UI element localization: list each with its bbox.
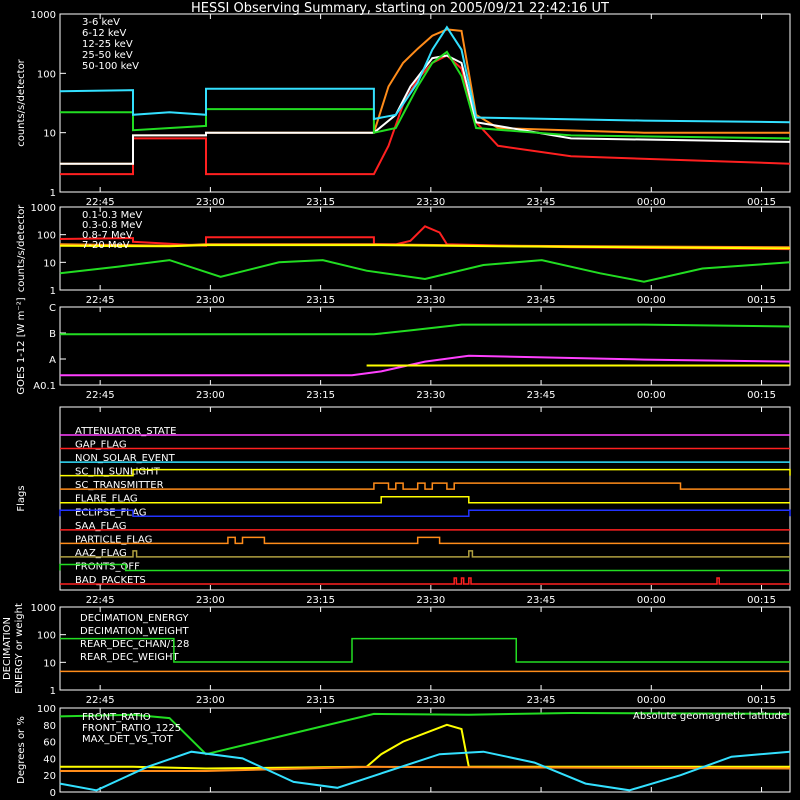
- legend-entry: DECIMATION_WEIGHT: [80, 626, 189, 637]
- series-line-7-20-MeV: [60, 260, 790, 282]
- x-tick-label: 22:45: [86, 390, 115, 401]
- x-tick-label: 00:00: [637, 197, 666, 208]
- y-axis-label: GOES 1-12 [W m⁻²]: [16, 297, 27, 394]
- y-axis-label: counts/s/detector: [16, 58, 27, 146]
- legend-entry: MAX_DET_VS_TOT: [82, 734, 174, 745]
- flag-trace: [60, 497, 790, 503]
- panel-frame: [60, 307, 790, 385]
- x-tick-label: 23:45: [527, 595, 556, 606]
- x-tick-label: 23:00: [196, 197, 225, 208]
- x-tick-label: 23:15: [306, 390, 335, 401]
- x-tick-label: 00:00: [637, 295, 666, 306]
- x-tick-label: 23:00: [196, 390, 225, 401]
- y-tick-label: 0: [50, 788, 56, 799]
- y-tick-label: 60: [43, 738, 56, 749]
- flag-trace: [60, 483, 790, 489]
- x-tick-label: 22:45: [86, 197, 115, 208]
- x-tick-label: 23:00: [196, 595, 225, 606]
- flag-trace: [60, 578, 790, 584]
- y-tick-label: 1: [50, 188, 56, 199]
- y-tick-label: 1000: [31, 203, 56, 214]
- y-tick-label: 100: [37, 631, 56, 642]
- x-tick-label: 23:30: [416, 695, 445, 706]
- panel-2: 22:45 23:00 23:15 23:30 23:45 00:00 00:15: [60, 207, 790, 306]
- legend-entry: 12-25 keV: [82, 39, 133, 50]
- legend-entry: 6-12 keV: [82, 28, 126, 39]
- y-tick-label: 40: [43, 754, 56, 765]
- x-tick-label: 22:45: [86, 295, 115, 306]
- y-tick-label: 1000: [31, 10, 56, 21]
- x-tick-label: 23:30: [416, 295, 445, 306]
- y-tick-label: C: [49, 303, 56, 314]
- flag-trace: [60, 537, 790, 543]
- legend-entry: 7-20 MeV: [82, 240, 130, 251]
- y-tick-label: 100: [37, 69, 56, 80]
- x-tick-label: 23:15: [306, 295, 335, 306]
- y-tick-label: 1: [50, 686, 56, 697]
- x-tick-label: 22:45: [86, 595, 115, 606]
- y-tick-label: 10: [43, 658, 56, 669]
- y-axis-label: Degrees or %: [16, 716, 27, 784]
- x-tick-label: 23:00: [196, 695, 225, 706]
- series-line-GOES-long: [60, 325, 790, 335]
- x-tick-label: 23:15: [306, 595, 335, 606]
- y-tick-label: B: [49, 329, 56, 340]
- x-tick-label: 00:00: [637, 695, 666, 706]
- x-tick-label: 23:45: [527, 295, 556, 306]
- x-tick-label: 00:15: [747, 695, 776, 706]
- y-tick-label: A: [49, 355, 56, 366]
- x-tick-label: 00:00: [637, 595, 666, 606]
- x-tick-label: 23:15: [306, 197, 335, 208]
- flag-trace: [60, 551, 790, 557]
- x-tick-label: 00:15: [747, 295, 776, 306]
- legend-entry: DECIMATION_ENERGY: [80, 613, 189, 624]
- y-axis-label: ENERGY or weight: [14, 603, 25, 694]
- x-tick-label: 00:15: [747, 390, 776, 401]
- series-line-6-12-keV: [60, 29, 790, 163]
- y-tick-label: 10: [43, 129, 56, 140]
- flag-trace: [60, 510, 790, 516]
- x-tick-label: 23:30: [416, 390, 445, 401]
- legend-entry: 25-50 keV: [82, 50, 133, 61]
- y-tick-label: 100: [37, 231, 56, 242]
- y-axis-label: counts/s/detector: [16, 204, 27, 292]
- y-tick-label: 1000: [31, 603, 56, 614]
- legend-entry: 3-6 keV: [82, 17, 120, 28]
- x-tick-label: 23:45: [527, 695, 556, 706]
- x-tick-label: 00:00: [637, 390, 666, 401]
- y-tick-label: 10: [43, 258, 56, 269]
- x-tick-label: 23:15: [306, 695, 335, 706]
- x-tick-label: 23:45: [527, 390, 556, 401]
- x-tick-label: 22:45: [86, 695, 115, 706]
- flag-trace: [60, 470, 790, 476]
- panel-frame: [60, 14, 790, 192]
- y-axis-label: Flags: [16, 485, 27, 511]
- x-tick-label: 23:30: [416, 595, 445, 606]
- y-tick-label: 20: [43, 771, 56, 782]
- x-tick-label: 23:45: [527, 197, 556, 208]
- y-tick-label: 100: [37, 704, 56, 715]
- x-tick-label: 00:15: [747, 595, 776, 606]
- legend-entry: FRONT_RATIO: [82, 712, 151, 723]
- legend-entry: 50-100 keV: [82, 61, 139, 72]
- panel-3: 22:45 23:00 23:15 23:30 23:45 00:00 00:15: [60, 307, 790, 401]
- series-line-0-8-7-MeV: [60, 245, 790, 248]
- right-axis-label: Absolute geomagnetic latitude: [633, 711, 787, 722]
- y-axis-label: DECIMATION: [2, 617, 13, 680]
- y-tick-label: 80: [43, 721, 56, 732]
- y-tick-label: 1: [50, 286, 56, 297]
- flag-trace: [60, 564, 790, 570]
- legend-entry: FRONT_RATIO_1225: [82, 723, 181, 734]
- x-tick-label: 23:30: [416, 197, 445, 208]
- x-tick-label: 00:15: [747, 197, 776, 208]
- legend-entry: REAR_DEC_WEIGHT: [80, 652, 179, 663]
- x-tick-label: 23:00: [196, 295, 225, 306]
- y-tick-label: A0.1: [33, 381, 56, 392]
- legend-entry: REAR_DEC_CHAN/128: [80, 639, 189, 650]
